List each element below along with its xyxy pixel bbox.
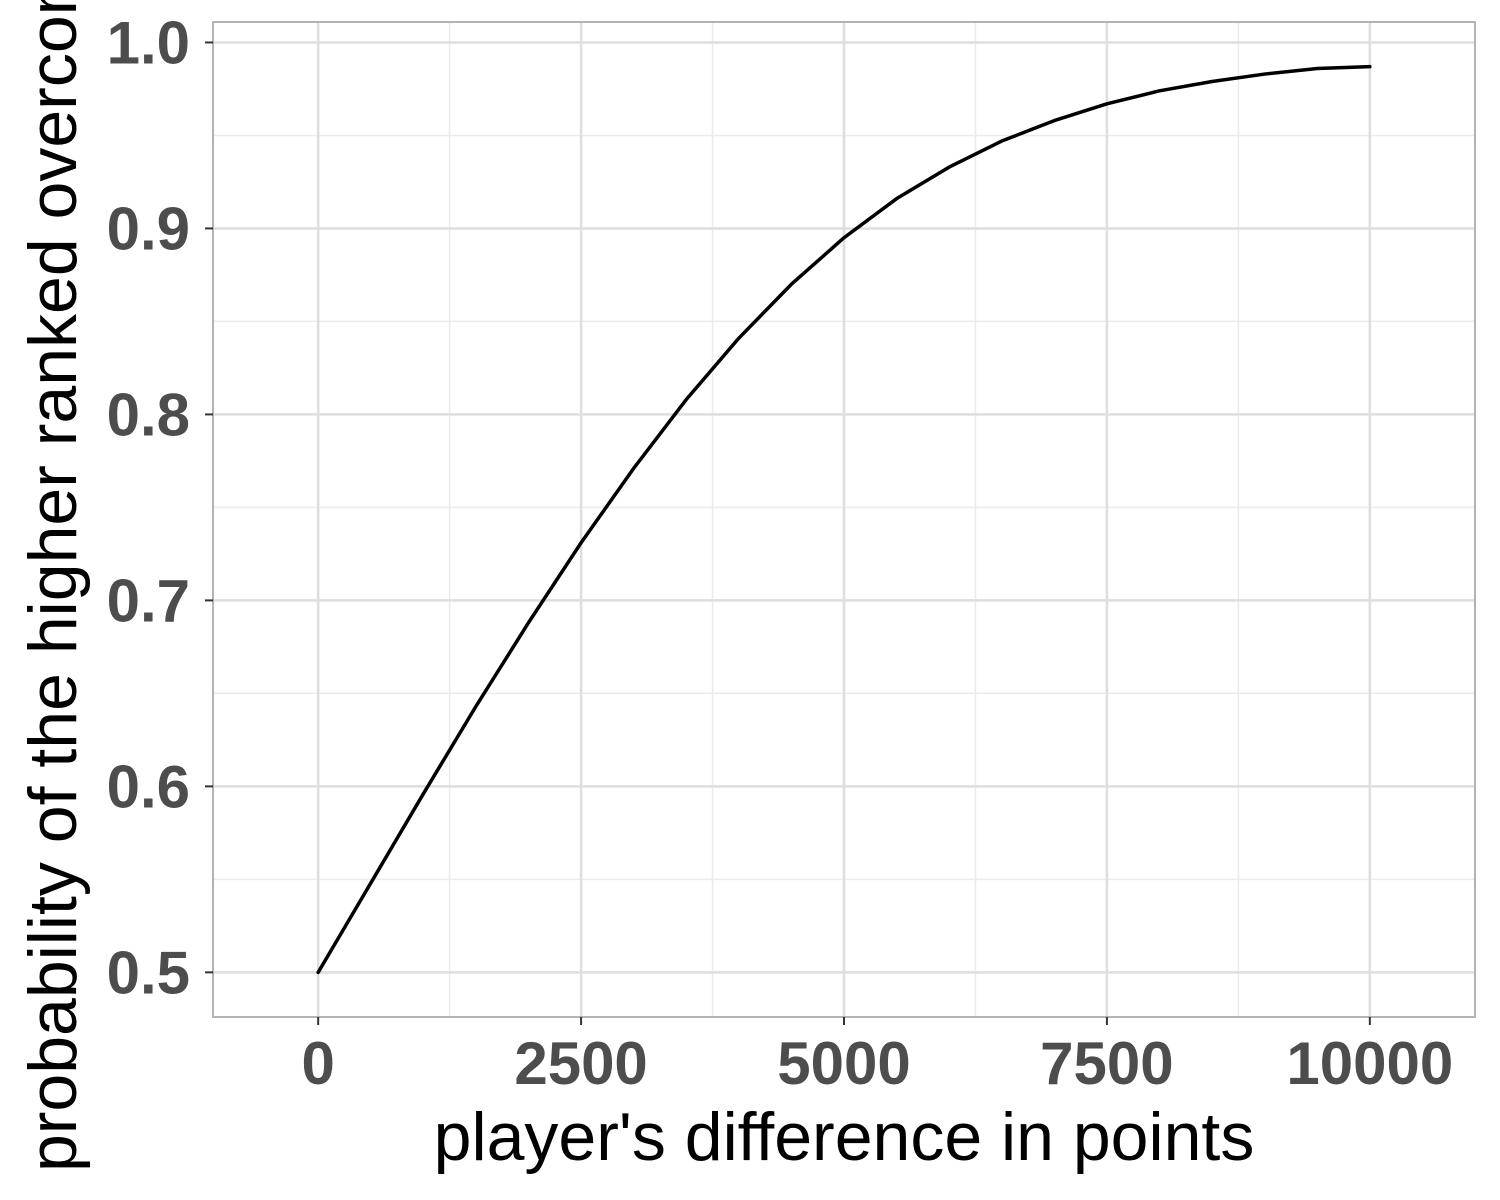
data-point — [843, 236, 846, 239]
major-gridlines — [213, 22, 1475, 1017]
data-point — [948, 166, 951, 169]
data-point — [1000, 140, 1003, 143]
data-point — [685, 398, 688, 401]
x-axis-ticks: 0 2500 5000 7500 10000 — [301, 1017, 1453, 1097]
x-tick-label: 5000 — [777, 1030, 910, 1097]
x-tick-label: 0 — [301, 1030, 334, 1097]
data-point — [1368, 65, 1371, 68]
x-tick-label: 7500 — [1040, 1030, 1173, 1097]
data-point — [317, 971, 320, 974]
data-point — [790, 283, 793, 286]
data-point — [1211, 80, 1214, 83]
data-point — [580, 541, 583, 544]
data-point — [474, 705, 477, 708]
data-point — [1158, 89, 1161, 92]
x-tick-label: 10000 — [1286, 1030, 1453, 1097]
data-point — [527, 621, 530, 624]
series-layer — [316, 64, 1372, 975]
y-tick-label: 0.8 — [107, 381, 190, 448]
data-point — [1263, 73, 1266, 76]
x-tick-label: 2500 — [514, 1030, 647, 1097]
data-point — [1105, 102, 1108, 105]
y-tick-label: 0.5 — [107, 939, 190, 1006]
data-point — [1053, 119, 1056, 122]
data-point — [737, 337, 740, 340]
x-axis-title: player's difference in points — [434, 1099, 1255, 1175]
y-tick-label: 0.9 — [107, 195, 190, 262]
y-tick-label: 0.7 — [107, 567, 190, 634]
y-axis-ticks: 0.5 0.6 0.7 0.8 0.9 1.0 — [107, 9, 213, 1006]
y-axis-title: probability of the higher ranked overcom… — [15, 0, 91, 1172]
data-point — [369, 882, 372, 885]
data-point — [632, 467, 635, 470]
series-line — [316, 64, 1372, 975]
data-point — [895, 197, 898, 200]
data-point — [422, 792, 425, 795]
y-tick-label: 0.6 — [107, 753, 190, 820]
y-tick-label: 1.0 — [107, 9, 190, 76]
data-point — [1316, 67, 1319, 70]
